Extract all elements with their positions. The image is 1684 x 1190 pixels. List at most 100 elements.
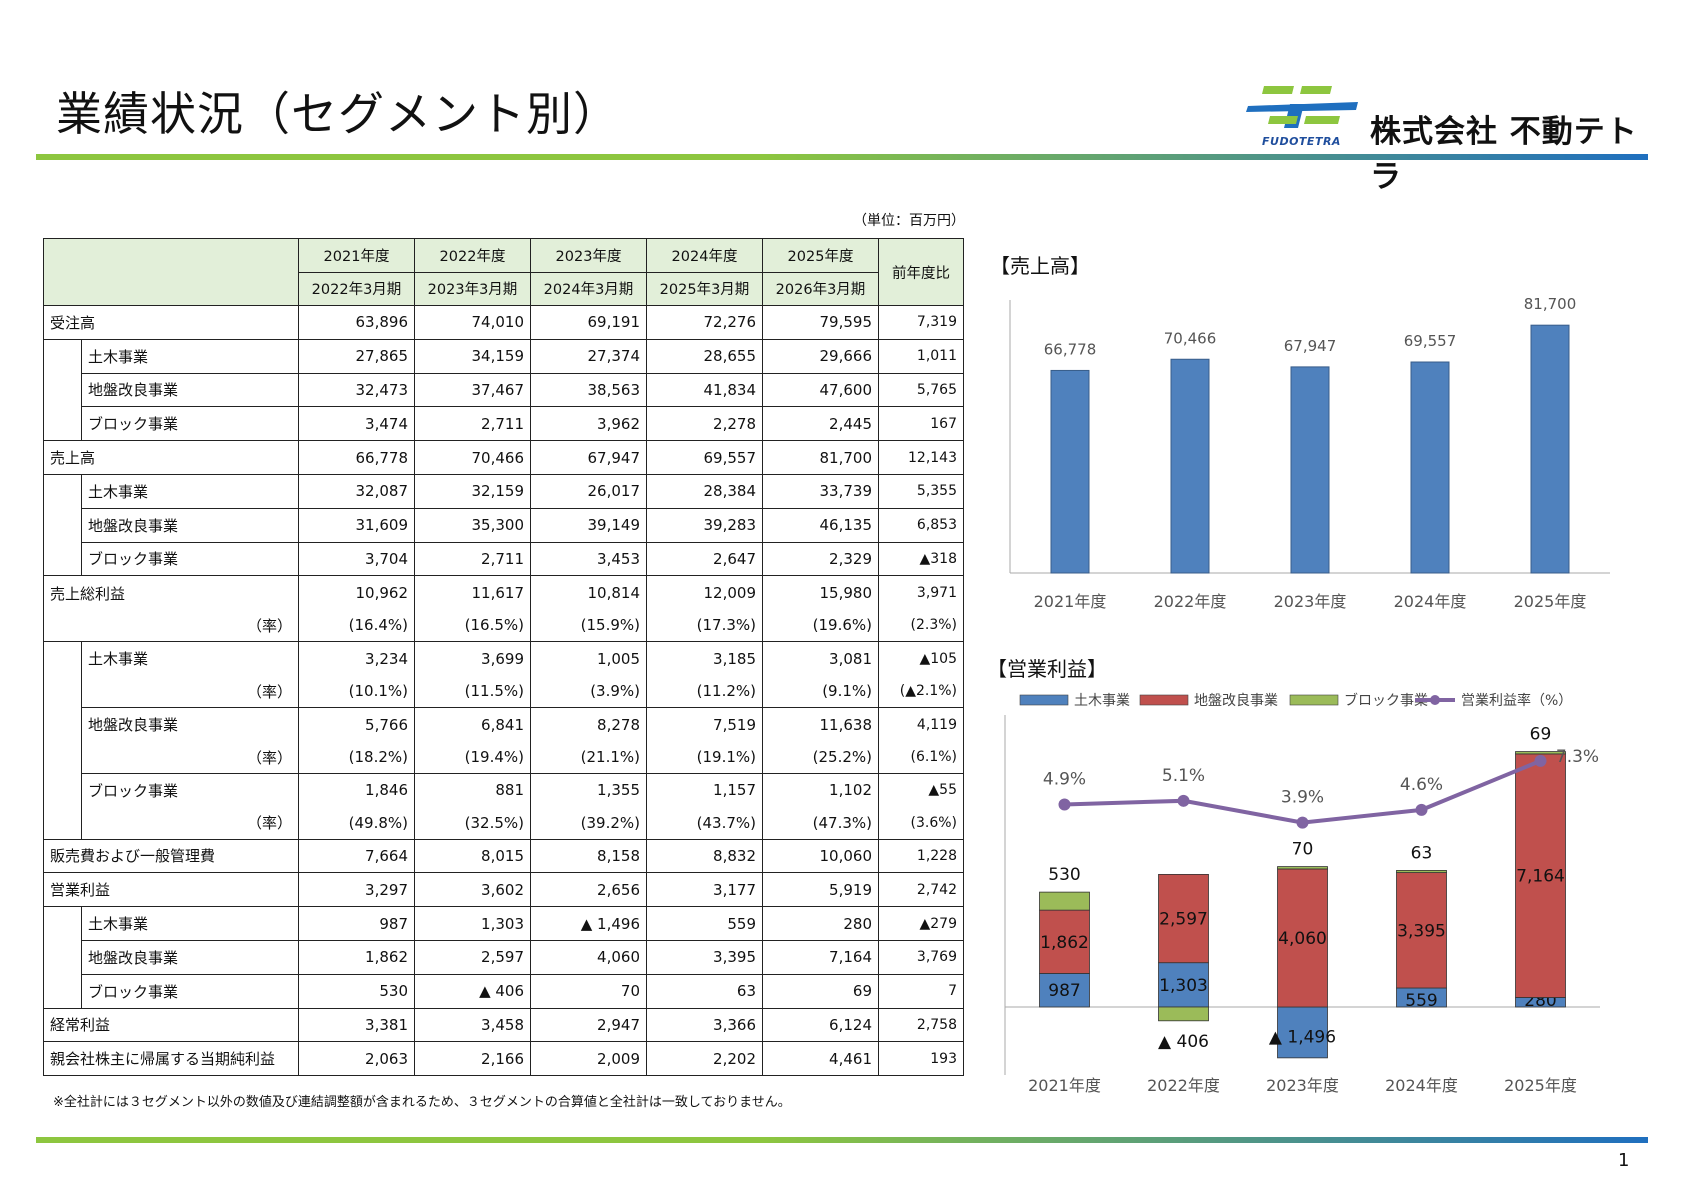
yoy-cell: ▲318: [878, 541, 964, 577]
row-label: 土木事業: [81, 641, 299, 676]
table-cell: (19.6%): [762, 609, 879, 643]
table-cell: 69: [762, 973, 879, 1009]
table-row: 営業利益 3,297 3,602 2,656 3,177 5,919 2,742: [43, 872, 964, 908]
table-cell: 3,395: [646, 939, 763, 975]
table-cell: (16.5%): [414, 609, 531, 643]
row-label: 土木事業: [81, 473, 299, 509]
legend-swatch: [1019, 694, 1069, 706]
op-segment-label: 70: [1292, 840, 1314, 860]
table-row: 地盤改良事業 1,862 2,597 4,060 3,395 7,164 3,769: [43, 939, 964, 975]
row-label: 受注高: [43, 305, 299, 340]
table-cell: (11.5%): [414, 675, 531, 708]
yoy-cell: 6,853: [878, 507, 964, 543]
table-cell: 34,159: [414, 338, 531, 374]
table-cell: 2,329: [762, 541, 879, 577]
header-period: 2025年3月期: [646, 271, 763, 306]
table-cell: (15.9%): [530, 609, 647, 643]
yoy-cell: 2,758: [878, 1007, 964, 1043]
table-cell: 10,962: [298, 575, 415, 610]
header-blank: [43, 238, 299, 306]
group-indent: [43, 542, 82, 576]
table-cell: 27,374: [530, 338, 647, 374]
page-number: 1: [1618, 1150, 1630, 1171]
table-cell: (16.4%): [298, 609, 415, 643]
table-cell: 3,366: [646, 1007, 763, 1043]
row-label: 土木事業: [81, 338, 299, 374]
header-year: 2021年度: [298, 238, 415, 273]
op-rate-label: 5.1%: [1162, 766, 1205, 786]
op-rate-label: 3.9%: [1281, 788, 1324, 808]
table-cell: 2,711: [414, 541, 531, 577]
op-rate-point: [1058, 798, 1071, 811]
yoy-cell: 193: [878, 1041, 964, 1077]
op-stack-segment: [1515, 753, 1566, 998]
yoy-cell: 7,319: [878, 305, 964, 340]
table-cell: 28,384: [646, 473, 763, 509]
table-cell: 79,595: [762, 305, 879, 340]
legend-label: 土木事業: [1074, 693, 1130, 709]
sales-chart-title: 【売上高】: [990, 254, 1090, 278]
yoy-cell: 1,228: [878, 838, 964, 874]
table-row: 売上総利益 10,962 11,617 10,814 12,009 15,980 3,971: [43, 575, 964, 610]
table-cell: 3,081: [762, 641, 879, 676]
table-cell: 32,087: [298, 473, 415, 509]
op-stack-segment: [1277, 868, 1328, 1008]
op-stack-segment: [1158, 1006, 1209, 1022]
group-indent: [43, 974, 82, 1009]
yoy-cell: (2.3%): [878, 609, 964, 643]
yoy-cell: 167: [878, 406, 964, 442]
table-cell: 3,458: [414, 1007, 531, 1043]
table-row: 土木事業 987 1,303 ▲ 1,496 559 280 ▲279: [43, 906, 964, 941]
yoy-cell: 2,742: [878, 872, 964, 908]
table-cell: 3,699: [414, 641, 531, 676]
row-label: ブロック事業: [81, 541, 299, 577]
table-cell: 6,841: [414, 706, 531, 742]
op-rate-label: 4.6%: [1400, 775, 1443, 795]
x-tick-label: 2022年度: [1154, 592, 1227, 611]
op-stack-segment: [1396, 872, 1447, 989]
table-row: 受注高 63,896 74,010 69,191 72,276 79,595 7,319: [43, 305, 964, 340]
row-label: ブロック事業: [81, 772, 299, 808]
table-cell: 3,297: [298, 872, 415, 908]
group-indent: [43, 474, 82, 509]
group-indent: [43, 641, 82, 676]
legend-label: 営業利益率（%）: [1461, 692, 1572, 709]
x-tick-label: 2022年度: [1147, 1076, 1220, 1095]
header-period: 2022年3月期: [298, 271, 415, 306]
legend-swatch: [1139, 694, 1189, 706]
table-cell: (49.8%): [298, 807, 415, 840]
op-stack-segment: [1277, 866, 1328, 870]
table-row: 土木事業 32,087 32,159 26,017 28,384 33,739 5,355: [43, 473, 964, 509]
table-cell: 2,166: [414, 1041, 531, 1077]
yoy-cell: 7: [878, 973, 964, 1009]
table-cell: 2,202: [646, 1041, 763, 1077]
row-label: 地盤改良事業: [81, 706, 299, 742]
yoy-cell: ▲55: [878, 772, 964, 808]
table-row: （率） (18.2%) (19.4%) (21.1%) (19.1%) (25.2%) (6…: [43, 741, 964, 774]
table-cell: 3,234: [298, 641, 415, 676]
table-cell: 10,814: [530, 575, 647, 610]
x-tick-label: 2021年度: [1034, 592, 1107, 611]
table-cell: ▲ 1,496: [530, 906, 647, 941]
op-rate-label: 7.3%: [1556, 747, 1599, 767]
table-row: 売上高 66,778 70,466 67,947 69,557 81,700 12,143: [43, 440, 964, 475]
op-segment-label: 1,862: [1040, 933, 1089, 953]
op-segment-label: 7,164: [1516, 867, 1565, 887]
table-row: 地盤改良事業 32,473 37,467 38,563 41,834 47,600 5,76…: [43, 372, 964, 408]
header-year: 2025年度: [762, 238, 879, 273]
legend-label: 地盤改良事業: [1194, 693, 1278, 709]
op-chart-title: 【営業利益】: [987, 657, 1107, 681]
yoy-cell: 1,011: [878, 338, 964, 374]
group-indent: [43, 906, 82, 941]
op-stack-segment: [1277, 1006, 1328, 1059]
table-cell: 3,962: [530, 406, 647, 442]
yoy-cell: (3.6%): [878, 807, 964, 840]
page-title: 業績状況（セグメント別）: [56, 87, 620, 141]
table-cell: (21.1%): [530, 741, 647, 774]
group-indent: [43, 940, 82, 975]
table-cell: 11,617: [414, 575, 531, 610]
row-label: 地盤改良事業: [81, 507, 299, 543]
op-rate-point: [1177, 794, 1190, 807]
table-cell: (17.3%): [646, 609, 763, 643]
table-cell: 29,666: [762, 338, 879, 374]
